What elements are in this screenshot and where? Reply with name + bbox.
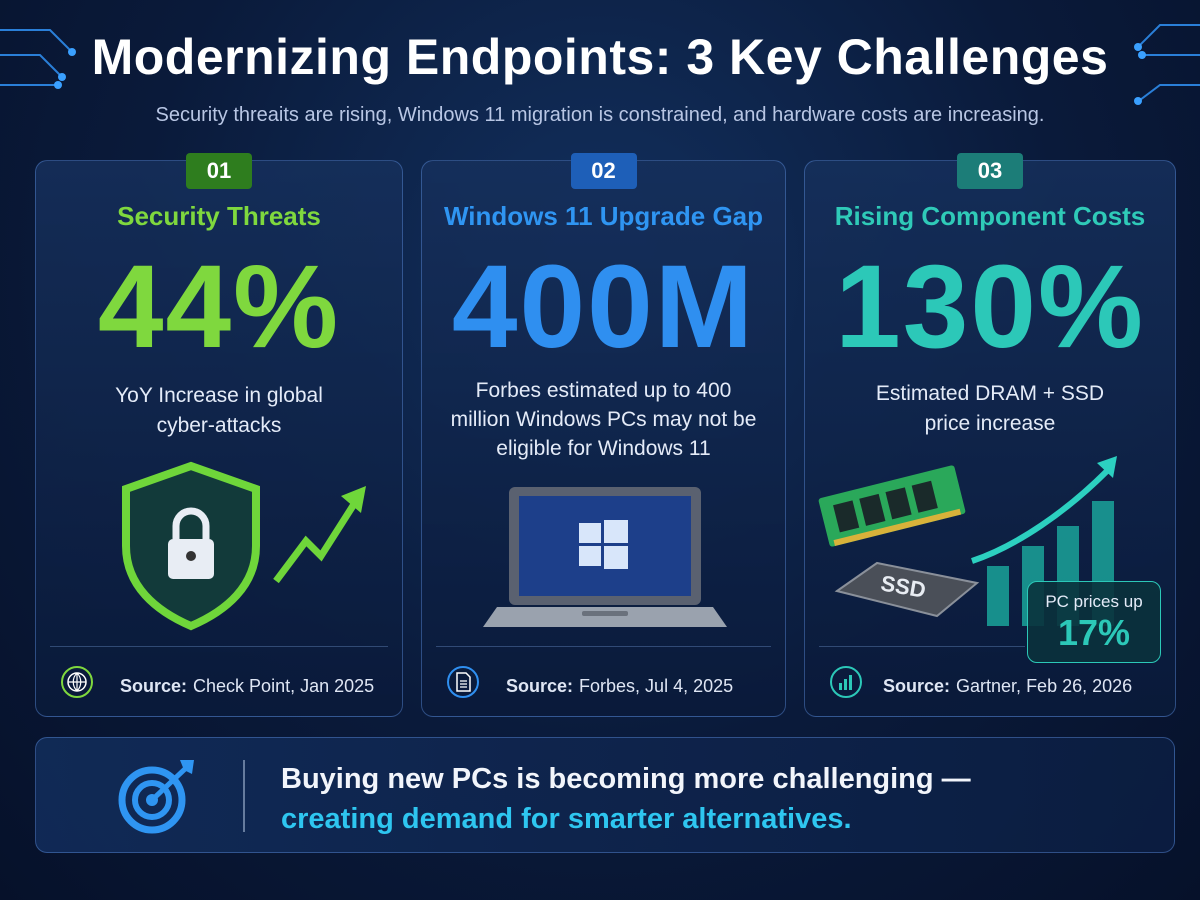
card-title: Windows 11 Upgrade Gap	[443, 201, 764, 231]
badge-value: 17%	[1057, 612, 1131, 653]
card-stat: 130%	[835, 241, 1145, 373]
footer-line: creating demand for smarter alternatives…	[281, 803, 852, 835]
divider	[436, 646, 771, 647]
source-label: Source:	[883, 676, 951, 696]
card: 02 Windows 11 Upgrade Gap 400M Forbes es…	[421, 153, 786, 717]
chart-icon	[830, 666, 862, 698]
card-number: 02	[570, 153, 637, 189]
source-text: Forbes, Jul 4, 2025	[579, 676, 734, 696]
badge-label: PC prices up	[1045, 592, 1143, 611]
footer: Buying new PCs is becoming more challeng…	[35, 737, 1175, 853]
globe-icon	[61, 666, 93, 698]
card-number: 01	[186, 153, 252, 189]
source-text: Check Point, Jan 2025	[193, 676, 375, 696]
card-number: 03	[957, 153, 1023, 189]
card-stat: 44%	[97, 241, 341, 373]
source-label: Source:	[120, 676, 188, 696]
source-text: Gartner, Feb 26, 2026	[956, 676, 1133, 696]
card-description: YoY Increase in global cyber-attacks	[115, 384, 323, 437]
source: Source: Forbes, Jul 4, 2025	[506, 676, 733, 697]
footer-line: Buying new PCs is becoming more challeng…	[281, 763, 971, 795]
title: Modernizing Endpoints: 3 Key Challenges	[91, 29, 1109, 85]
target-icon	[118, 760, 194, 834]
subtitle: Security threaits are rising, Windows 11…	[155, 104, 1045, 126]
card-stat: 400M	[451, 241, 756, 373]
source-label: Source:	[506, 676, 574, 696]
hardware-illustration: SSD	[818, 456, 1117, 626]
card-description: Forbes estimated up to 400 million Windo…	[450, 379, 757, 460]
circuit-right	[1134, 24, 1200, 105]
divider	[50, 646, 388, 647]
laptop-icon	[483, 487, 727, 627]
card-title: Security Threats	[117, 201, 321, 231]
document-icon	[447, 666, 479, 698]
price-badge: PC prices up 17%	[1027, 581, 1161, 663]
shield-icon	[122, 461, 366, 631]
card: 03 Rising Component Costs 130% Estimated…	[804, 153, 1176, 717]
source: Source: Check Point, Jan 2025	[120, 676, 374, 697]
circuit-left	[0, 29, 76, 89]
card: 01 Security Threats 44% YoY Increase in …	[35, 153, 403, 717]
source: Source: Gartner, Feb 26, 2026	[883, 676, 1132, 697]
card-description: Estimated DRAM + SSD price increase	[875, 382, 1105, 435]
separator	[243, 760, 245, 832]
card-title: Rising Component Costs	[834, 201, 1146, 231]
divider	[819, 646, 1025, 647]
